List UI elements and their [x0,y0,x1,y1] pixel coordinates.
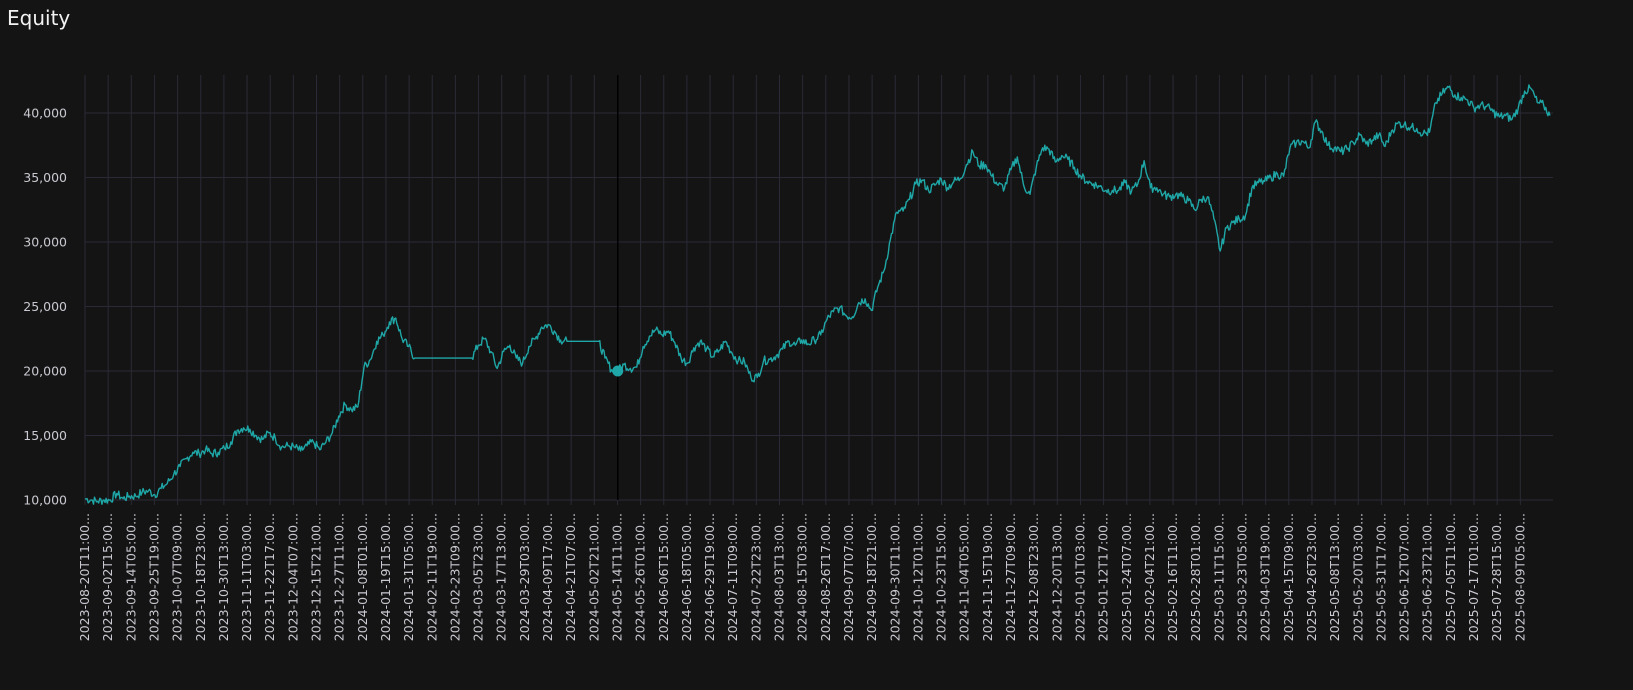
x-tick-label: 2025-07-17T01:00... [1466,513,1481,641]
chart-title: Equity [7,6,71,30]
x-tick-label: 2025-04-26T23:00... [1304,513,1319,641]
x-tick-label: 2025-02-16T11:00... [1165,513,1180,641]
x-tick-label: 2024-04-21T07:00... [563,513,578,641]
x-tick-label: 2025-07-05T11:00... [1443,513,1458,641]
x-tick-label: 2024-09-30T11:00... [887,513,902,641]
x-tick-label: 2025-07-28T15:00... [1489,513,1504,641]
x-tick-label: 2025-02-28T01:00... [1188,513,1203,641]
x-tick-label: 2024-11-15T19:00... [980,513,995,641]
x-tick-label: 2025-06-23T21:00... [1420,513,1435,641]
x-tick-label: 2024-09-07T07:00... [841,513,856,641]
x-tick-label: 2024-05-02T21:00... [586,513,601,641]
x-tick-label: 2025-05-20T03:00... [1350,513,1365,641]
x-tick-label: 2025-01-01T03:00... [1072,513,1087,641]
x-tick-label: 2024-11-27T09:00... [1003,513,1018,641]
hover-marker [612,365,624,377]
x-tick-label: 2025-04-03T19:00... [1258,513,1273,641]
x-tick-label: 2024-03-17T13:00... [494,513,509,641]
x-tick-label: 2024-12-20T13:00... [1049,513,1064,641]
x-tick-label: 2023-09-25T19:00... [146,513,161,641]
y-tick-label: 10,000 [23,493,67,508]
x-tick-label: 2024-06-29T19:00... [702,513,717,641]
x-tick-label: 2024-07-22T23:00... [748,513,763,641]
x-tick-label: 2024-08-15T03:00... [795,513,810,641]
x-tick-label: 2023-11-22T17:00... [262,513,277,641]
grid-lines [84,75,1553,505]
x-tick-label: 2025-01-12T17:00... [1096,513,1111,641]
x-tick-label: 2023-12-15T21:00... [309,513,324,641]
x-tick-label: 2025-08-09T05:00... [1512,513,1527,641]
y-tick-label: 35,000 [23,170,67,185]
x-tick-label: 2023-11-11T03:00... [239,513,254,641]
x-tick-label: 2024-01-31T05:00... [401,513,416,641]
y-tick-label: 30,000 [23,235,67,250]
x-tick-label: 2024-11-04T05:00... [957,513,972,641]
x-tick-label: 2024-02-11T19:00... [424,513,439,641]
x-tick-label: 2025-03-11T15:00... [1211,513,1226,641]
x-tick-label: 2024-01-19T15:00... [378,513,393,641]
x-tick-label: 2023-09-02T15:00... [100,513,115,641]
x-tick-label: 2025-04-15T09:00... [1281,513,1296,641]
x-tick-label: 2025-05-08T13:00... [1327,513,1342,641]
x-tick-label: 2023-08-20T11:00... [77,513,92,641]
x-tick-label: 2025-01-24T07:00... [1119,513,1134,641]
x-tick-label: 2025-05-31T17:00... [1373,513,1388,641]
x-tick-label: 2024-08-26T17:00... [818,513,833,641]
x-tick-label: 2024-08-03T13:00... [772,513,787,641]
x-tick-label: 2025-02-04T21:00... [1142,513,1157,641]
x-tick-label: 2024-06-06T15:00... [656,513,671,641]
x-tick-label: 2023-10-07T09:00... [170,513,185,641]
x-tick-label: 2024-09-18T21:00... [864,513,879,641]
x-tick-label: 2024-07-11T09:00... [725,513,740,641]
y-tick-label: 25,000 [23,299,67,314]
x-tick-label: 2023-10-30T13:00... [216,513,231,641]
x-tick-label: 2025-03-23T05:00... [1235,513,1250,641]
x-tick-label: 2024-12-08T23:00... [1026,513,1041,641]
x-tick-label: 2023-09-14T05:00... [123,513,138,641]
x-tick-label: 2024-10-12T01:00... [910,513,925,641]
x-tick-label: 2024-03-05T23:00... [471,513,486,641]
x-tick-label: 2023-10-18T23:00... [193,513,208,641]
x-tick-label: 2023-12-04T07:00... [285,513,300,641]
y-tick-label: 40,000 [23,106,67,121]
x-tick-label: 2024-06-18T05:00... [679,513,694,641]
x-tick-label: 2024-04-09T17:00... [540,513,555,641]
x-tick-label: 2024-03-29T03:00... [517,513,532,641]
x-tick-label: 2024-05-26T01:00... [633,513,648,641]
x-tick-label: 2024-10-23T15:00... [934,513,949,641]
x-axis-ticks: 2023-08-20T11:00... 2023-09-02T15:00... 20… [77,513,1527,641]
equity-series-line[interactable] [84,84,1551,505]
x-tick-label: 2024-02-23T09:00... [447,513,462,641]
x-tick-label: 2025-06-12T07:00... [1397,513,1412,641]
y-tick-label: 20,000 [23,364,67,379]
x-tick-label: 2024-01-08T01:00... [355,513,370,641]
x-tick-label: 2023-12-27T11:00... [332,513,347,641]
y-tick-label: 15,000 [23,428,67,443]
x-tick-label: 2024-05-14T11:00... [609,513,624,641]
y-axis-ticks: 10,000 15,000 20,000 25,000 30,000 35,000 40,0… [23,106,67,508]
